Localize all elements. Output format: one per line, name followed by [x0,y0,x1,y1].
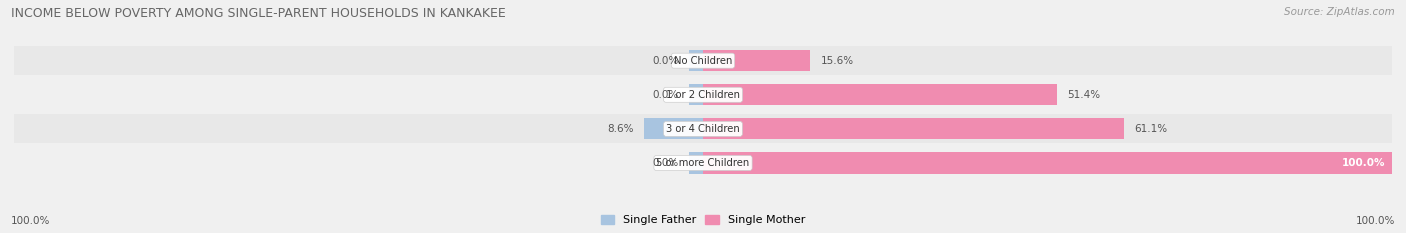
Bar [14,46,1392,75]
Legend: Single Father, Single Mother: Single Father, Single Mother [600,215,806,225]
Bar [703,50,810,71]
Bar [689,50,703,71]
Text: 3 or 4 Children: 3 or 4 Children [666,124,740,134]
Bar [14,114,1392,143]
Bar [703,118,1123,140]
Text: 51.4%: 51.4% [1067,90,1101,100]
Bar [703,152,1392,174]
Bar [14,80,1392,109]
Text: Source: ZipAtlas.com: Source: ZipAtlas.com [1284,7,1395,17]
Text: 0.0%: 0.0% [652,56,679,66]
Text: INCOME BELOW POVERTY AMONG SINGLE-PARENT HOUSEHOLDS IN KANKAKEE: INCOME BELOW POVERTY AMONG SINGLE-PARENT… [11,7,506,20]
Bar [689,84,703,105]
Bar [689,152,703,174]
Text: 100.0%: 100.0% [1355,216,1395,226]
Bar [14,148,1392,178]
Text: 100.0%: 100.0% [1341,158,1385,168]
Text: 61.1%: 61.1% [1135,124,1167,134]
Bar [703,84,1057,105]
Text: 15.6%: 15.6% [821,56,853,66]
Text: 0.0%: 0.0% [652,158,679,168]
Text: 1 or 2 Children: 1 or 2 Children [666,90,740,100]
Text: 100.0%: 100.0% [11,216,51,226]
Bar [644,118,703,140]
Text: No Children: No Children [673,56,733,66]
Text: 0.0%: 0.0% [652,90,679,100]
Text: 8.6%: 8.6% [607,124,634,134]
Text: 5 or more Children: 5 or more Children [657,158,749,168]
